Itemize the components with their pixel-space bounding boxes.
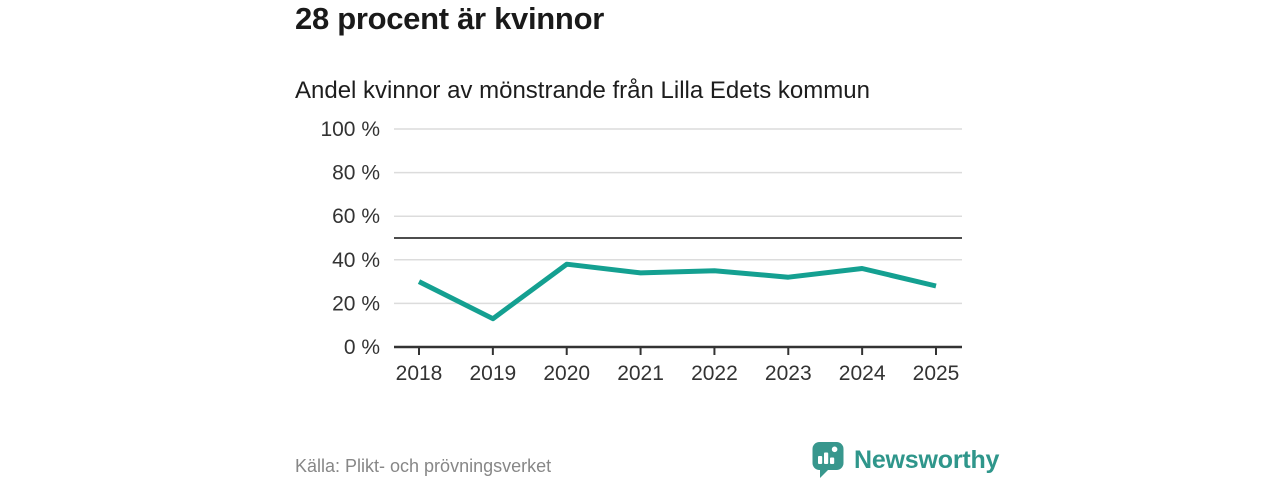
- x-axis-label-2021: 2021: [617, 362, 664, 385]
- newsworthy-wordmark: Newsworthy: [854, 445, 1000, 474]
- x-axis-label-2019: 2019: [469, 362, 516, 385]
- newsworthy-logo[interactable]: Newsworthy: [811, 441, 999, 479]
- x-axis-label-2023: 2023: [765, 362, 812, 385]
- y-axis-label-80: 80 %: [332, 162, 380, 185]
- x-axis-label-2022: 2022: [691, 362, 738, 385]
- line-chart: 0 % 20 % 40 % 60 % 80 % 100 % 2018 2019 2020 2021…: [320, 118, 962, 385]
- y-axis-label-0: 0 %: [344, 336, 380, 359]
- data-line-Andel kvinnor av mönstrande: [417, 261, 937, 322]
- source-attribution: Källa: Plikt- och prövningsverket: [295, 456, 552, 476]
- x-axis-label-2020: 2020: [543, 362, 590, 385]
- x-axis-label-2025: 2025: [913, 362, 960, 385]
- y-axis-label-40: 40 %: [332, 249, 380, 272]
- y-axis-label-100: 100 %: [320, 118, 380, 141]
- newsworthy-bubble-chart-icon: [812, 442, 844, 478]
- x-axis-label-2024: 2024: [839, 362, 886, 385]
- chart-headline: 28 procent är kvinnor: [295, 1, 604, 36]
- y-axis-label-60: 60 %: [332, 205, 380, 228]
- y-axis-label-20: 20 %: [332, 292, 380, 315]
- chart-subtitle: Andel kvinnor av mönstrande från Lilla E…: [295, 77, 870, 104]
- x-axis-label-2018: 2018: [396, 362, 443, 385]
